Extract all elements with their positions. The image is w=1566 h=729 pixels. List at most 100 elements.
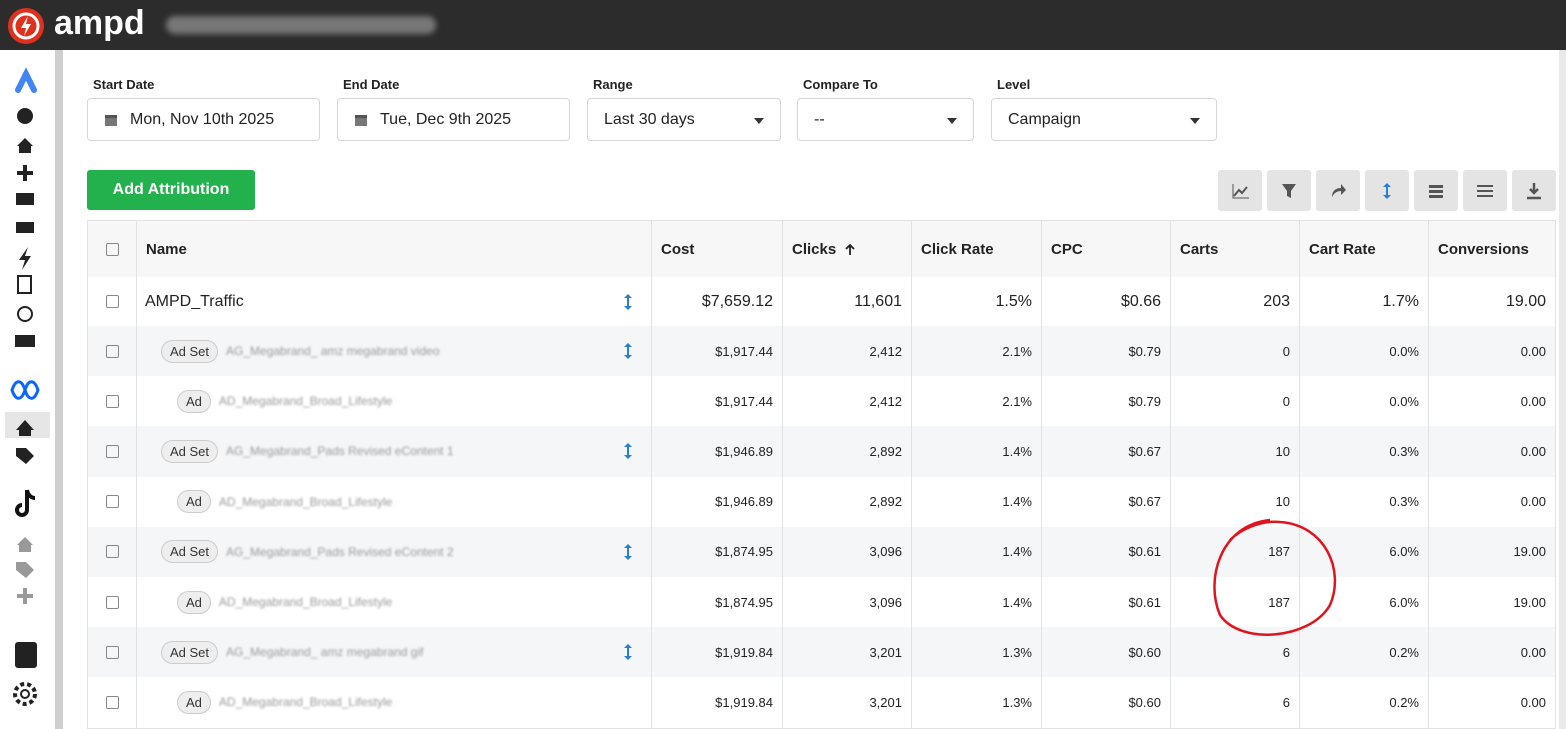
checkbox-cell [88,526,137,577]
filter-label: Start Date [93,77,155,92]
row-name: AG_Megabrand_ amz megabrand gif [226,645,424,660]
value-cell: 2,892 [783,476,912,527]
checkbox[interactable] [105,595,119,609]
table-row: Ad Set AG_Megabrand_ amz megabrand gif $1,… [87,627,1556,679]
cell-value: 1.4% [1002,594,1032,610]
row-type-badge: Ad [177,490,211,514]
cell-value: 0.3% [1389,494,1419,510]
filter-input[interactable]: Last 30 days [587,98,781,141]
cell-value: 1.4% [1002,443,1032,459]
toolbar-button[interactable] [1365,170,1409,211]
value-cell: $0.67 [1042,476,1171,527]
column-header[interactable]: Name [137,221,652,278]
checkbox-cell [88,326,137,377]
value-cell: 0.00 [1429,426,1556,477]
cell-value: $1,919.84 [715,644,773,660]
sidebar-icons [5,67,50,706]
add-attribution-button[interactable]: Add Attribution [87,170,255,210]
column-header[interactable]: Carts [1171,221,1300,278]
value-cell: 3,096 [783,526,912,577]
column-header-text: Cost [661,241,695,258]
column-header[interactable]: Cart Rate [1300,221,1429,278]
toolbar-button[interactable] [1316,170,1360,211]
table-row: Ad Set AG_Megabrand_Pads Revised eContent… [87,526,1556,578]
cell-value: 1.3% [1002,644,1032,660]
checkbox[interactable] [105,645,119,659]
value-cell: 0.00 [1429,677,1556,728]
checkbox[interactable] [105,394,119,408]
expand-icon [624,644,632,661]
checkbox[interactable] [105,295,119,308]
value-cell: 1.3% [912,677,1042,728]
cell-value: 1.4% [1002,544,1032,560]
value-cell: $0.61 [1042,526,1171,577]
name-cell: Ad Set AG_Megabrand_Pads Revised eContent… [137,526,652,577]
column-header[interactable]: Clicks [783,221,912,278]
filter-input[interactable]: Tue, Dec 9th 2025 [337,98,570,141]
value-cell: 187 [1171,526,1300,577]
value-cell: 1.5% [912,277,1042,326]
cell-value: $0.66 [1120,292,1161,310]
checkbox[interactable] [105,243,119,256]
checkbox[interactable] [105,495,119,509]
name-cell: Ad Set AG_Megabrand_Pads Revised eContent… [137,426,652,477]
value-cell: 19.00 [1429,526,1556,577]
filter-input[interactable]: -- [797,98,974,141]
value-cell: 3,201 [783,627,912,678]
value-cell: 0.0% [1300,326,1429,377]
value-cell: 0.3% [1300,426,1429,477]
checkbox[interactable] [105,695,119,709]
logo [8,8,44,44]
cell-value: 0 [1282,343,1290,359]
cell-value: $0.67 [1128,443,1161,459]
row-type-badge: Ad [177,389,211,413]
checkbox[interactable] [105,344,119,358]
value-cell: 3,201 [783,677,912,728]
value-cell: $0.66 [1042,277,1171,326]
value-cell: 10 [1171,426,1300,477]
cell-value: 1.4% [1002,494,1032,510]
toolbar-button[interactable] [1218,170,1262,211]
dropdown-caret [947,118,957,124]
row-name: AD_Megabrand_Broad_Lifestyle [218,695,393,710]
column-header[interactable]: Click Rate [912,221,1042,278]
column-header[interactable]: Cost [652,221,783,278]
cell-value: $1,917.44 [715,393,773,409]
toolbar-icon [1429,184,1443,198]
toolbar-button[interactable] [1414,170,1458,211]
value-cell: 0.3% [1300,476,1429,527]
row-name: AG_Megabrand_ amz megabrand video [226,344,440,359]
cell-value: 3,096 [869,544,902,560]
value-cell: 1.4% [912,426,1042,477]
value-cell: 6 [1171,677,1300,728]
cell-value: 10 [1275,443,1290,459]
checkbox-cell [88,376,137,427]
toolbar-button[interactable] [1512,170,1556,211]
filter-input[interactable]: Campaign [991,98,1217,141]
cell-value: 1.3% [1002,694,1032,710]
filter-label: Level [997,77,1031,92]
filter-value: -- [814,110,825,128]
toolbar-button[interactable] [1463,170,1507,211]
cell-value: 0.00 [1520,644,1546,660]
brand: ampd [54,4,145,42]
value-cell: 0.2% [1300,677,1429,728]
cell-value: 0.00 [1520,494,1546,510]
value-cell: 2,412 [783,376,912,427]
column-header[interactable]: Conversions [1429,221,1556,278]
checkbox[interactable] [105,444,119,458]
filter-input[interactable]: Mon, Nov 10th 2025 [87,98,320,141]
value-cell: $0.60 [1042,677,1171,728]
checkbox[interactable] [105,545,119,559]
value-cell: 19.00 [1429,577,1556,628]
toolbar-icon [1527,182,1541,199]
value-cell: 2,412 [783,326,912,377]
sort-arrow [845,243,855,255]
value-cell: 1.4% [912,476,1042,527]
column-header[interactable]: CPC [1042,221,1171,278]
toolbar-button[interactable] [1267,170,1311,211]
value-cell: 0 [1171,326,1300,377]
value-cell: 6.0% [1300,577,1429,628]
toolbar-icon [1383,182,1391,199]
